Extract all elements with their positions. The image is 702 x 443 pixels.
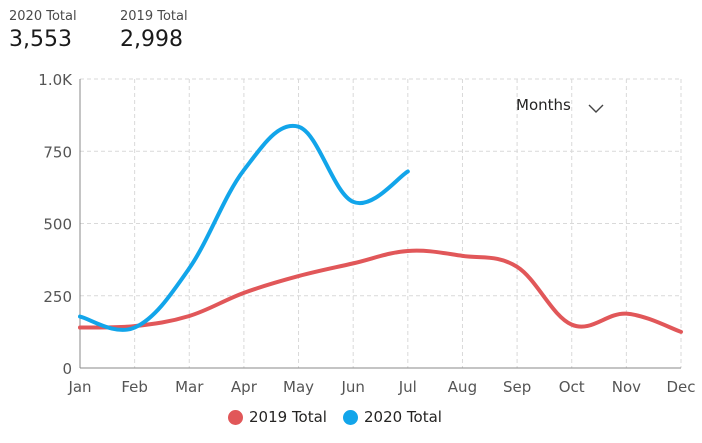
legend-swatch-2020 (342, 409, 358, 425)
tick-layer: 0 250 500 750 1.0K Jan Feb Mar Apr May Jun Jul Aug Se… (38, 71, 695, 396)
kpi-2020-value: 3,553 (9, 27, 72, 52)
legend-label-2019: 2019 Total (249, 408, 327, 426)
legend-item-2019[interactable]: 2019 Total (228, 408, 327, 426)
series-line-2020-total (78, 123, 410, 332)
x-tick-label: Apr (231, 378, 258, 396)
x-tick-label: Aug (448, 378, 477, 396)
x-tick-label: Sep (503, 378, 531, 396)
legend-item-2020[interactable]: 2020 Total (342, 408, 442, 426)
grid-layer (80, 78, 682, 368)
legend-label-2020: 2020 Total (363, 408, 442, 426)
x-tick-label: Dec (666, 378, 695, 396)
y-tick-label: 750 (43, 143, 72, 161)
chevron-down-icon (587, 99, 605, 113)
months-dropdown[interactable]: Months (516, 96, 605, 114)
series-layer (78, 123, 683, 334)
y-tick-label: 250 (43, 288, 72, 306)
x-tick-label: May (283, 378, 314, 396)
axis-layer (79, 79, 681, 369)
x-tick-label: Jun (340, 378, 364, 396)
y-tick-label: 1.0K (38, 71, 73, 89)
x-tick-label: Feb (121, 378, 148, 396)
months-dropdown-label: Months (516, 96, 571, 114)
x-tick-label: Oct (559, 378, 585, 396)
kpi-2020-total: 2020 Total 3,553 (9, 9, 77, 55)
kpi-2020-label: 2020 Total (9, 9, 77, 24)
kpi-2019-label: 2019 Total (120, 9, 188, 24)
kpi-2019-total: 2019 Total 2,998 (120, 9, 188, 55)
series-line-2019-total (78, 248, 683, 334)
x-tick-label: Nov (612, 378, 641, 396)
y-tick-label: 0 (62, 360, 72, 378)
y-tick-label: 500 (43, 216, 72, 234)
kpi-2019-value: 2,998 (120, 27, 183, 52)
chart-legend: 2019 Total 2020 Total (228, 408, 458, 426)
x-tick-label: Jul (398, 378, 417, 396)
x-tick-label: Mar (175, 378, 204, 396)
x-tick-label: Jan (67, 378, 91, 396)
legend-swatch-2019 (228, 409, 243, 425)
